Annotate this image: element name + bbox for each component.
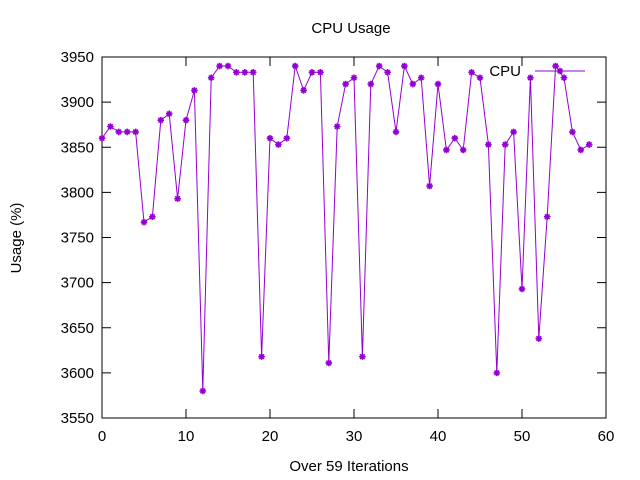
data-point [216, 62, 223, 70]
y-axis-label: Usage (%) [8, 203, 25, 274]
y-tick-label: 3600 [61, 365, 94, 382]
data-point [266, 134, 274, 142]
data-point [426, 182, 433, 190]
data-point [375, 62, 383, 70]
data-point [401, 62, 408, 70]
x-tick-label: 0 [98, 428, 106, 445]
x-tick-label: 20 [262, 428, 279, 445]
legend-label-cpu: CPU [489, 63, 521, 80]
data-point [149, 213, 156, 221]
data-point [543, 213, 551, 221]
x-tick-label: 40 [430, 428, 447, 445]
y-tick-label: 3750 [61, 230, 94, 247]
data-point [165, 110, 173, 118]
data-point [485, 141, 492, 148]
data-point [384, 69, 391, 76]
data-point [409, 80, 417, 88]
data-point [207, 74, 215, 82]
data-point [342, 80, 349, 88]
data-point [476, 74, 484, 82]
data-point [317, 69, 324, 76]
data-point [535, 335, 543, 342]
data-point [132, 128, 139, 136]
series-line-cpu [101, 64, 590, 391]
x-axis-label: Over 59 Iterations [289, 458, 408, 475]
data-point [308, 69, 316, 76]
data-point [552, 62, 559, 70]
data-point [518, 285, 526, 293]
y-tick-label: 3800 [61, 184, 94, 201]
series-layer [98, 62, 593, 395]
data-point [233, 69, 240, 76]
data-point [98, 134, 106, 142]
x-tick-label: 60 [598, 428, 615, 445]
data-point [300, 87, 307, 94]
y-tick-label: 3700 [61, 275, 94, 292]
data-point [140, 218, 148, 226]
data-point [527, 74, 534, 82]
plot-border [101, 56, 607, 419]
data-point [249, 69, 257, 76]
data-point [451, 134, 459, 142]
data-point [107, 123, 114, 130]
data-point [350, 74, 358, 82]
legend: CPU [489, 63, 585, 80]
data-point [493, 369, 501, 377]
data-point [468, 69, 475, 76]
data-point [224, 62, 232, 70]
y-tick-label: 3950 [61, 49, 94, 66]
data-point [275, 141, 282, 148]
data-point [333, 123, 341, 130]
data-point [191, 87, 198, 94]
y-tick-label: 3550 [61, 410, 94, 427]
plot-frame [101, 56, 607, 419]
data-point [359, 353, 366, 360]
x-tick-label: 10 [178, 428, 195, 445]
y-axis: 3550 3600 3650 3700 3750 3800 3850 3900 3950 [61, 49, 606, 427]
data-point [585, 141, 593, 148]
y-tick-label: 3900 [61, 94, 94, 111]
data-point [182, 116, 190, 124]
data-point [199, 387, 207, 395]
data-point [241, 69, 249, 76]
data-point [392, 128, 400, 136]
data-point [569, 128, 576, 136]
data-point [501, 141, 509, 148]
data-point [577, 146, 585, 154]
data-point [283, 134, 291, 142]
data-point [291, 62, 299, 70]
data-point [459, 146, 467, 154]
y-tick-label: 3650 [61, 320, 94, 337]
legend-marker-cpu [556, 67, 564, 75]
data-point [123, 128, 131, 136]
y-tick-label: 3850 [61, 139, 94, 156]
data-point [258, 353, 265, 360]
data-point [174, 195, 181, 202]
data-point [443, 146, 450, 154]
data-point [434, 80, 442, 88]
data-point [417, 74, 425, 82]
x-axis: 0 10 20 30 40 50 60 [98, 57, 615, 445]
data-point [560, 74, 568, 82]
x-tick-label: 30 [346, 428, 363, 445]
data-point [157, 116, 165, 124]
data-point [367, 80, 375, 88]
data-point [115, 128, 123, 136]
chart-title: CPU Usage [311, 20, 390, 37]
x-tick-label: 50 [514, 428, 531, 445]
data-point [325, 359, 333, 367]
data-point [510, 128, 517, 136]
